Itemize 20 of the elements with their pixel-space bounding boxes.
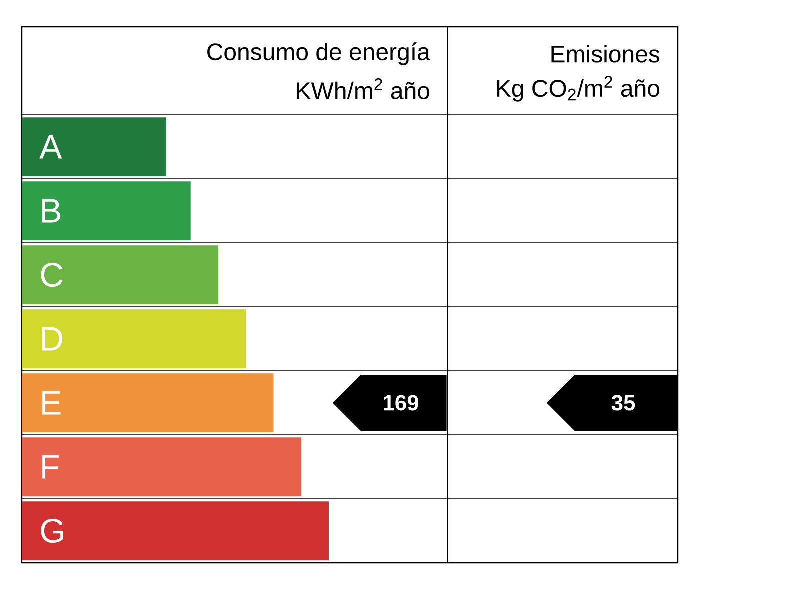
chart-subtitle: KWh/m$^{2}$ año <box>297 78 430 100</box>
y-tick-label: C <box>41 262 63 288</box>
chart-title: Consumo de energía <box>208 42 430 66</box>
bar <box>22 182 191 240</box>
y-tick-label: E <box>42 391 61 415</box>
bar <box>22 118 166 176</box>
bar <box>22 502 330 560</box>
text: 169 <box>384 395 419 411</box>
text: Kg CO$_{2}$/m$^{2}$ año <box>497 76 660 102</box>
text: Emisiones <box>552 45 660 63</box>
y-tick-label: A <box>40 135 62 159</box>
y-tick-label: G <box>41 518 64 544</box>
y-tick-label: F <box>42 455 59 479</box>
y-tick-label: D <box>42 327 62 351</box>
bar <box>22 374 274 432</box>
bar <box>22 310 246 368</box>
text: 35 <box>612 395 636 411</box>
y-tick-label: B <box>42 199 60 223</box>
bar <box>22 438 302 496</box>
bar <box>22 246 218 304</box>
